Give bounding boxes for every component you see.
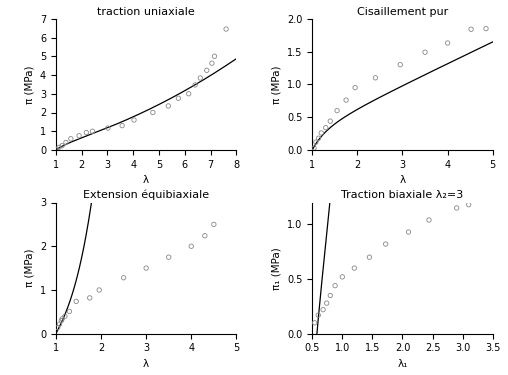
Point	[88, 128, 97, 134]
Point	[331, 283, 339, 289]
Point	[371, 75, 379, 81]
Point	[75, 133, 83, 139]
Point	[310, 145, 318, 151]
Point	[191, 82, 199, 88]
Point	[95, 287, 103, 293]
Y-axis label: π₁ (MPa): π₁ (MPa)	[272, 247, 281, 290]
Y-axis label: π (MPa): π (MPa)	[24, 65, 35, 104]
Point	[149, 110, 157, 116]
Point	[351, 85, 359, 91]
Point	[482, 26, 490, 32]
Point	[196, 75, 204, 81]
Point	[467, 26, 475, 32]
Point	[55, 144, 63, 150]
Point	[222, 26, 230, 32]
Point	[203, 68, 211, 74]
Point	[317, 130, 325, 136]
Point	[118, 123, 126, 129]
Title: Extension équibiaxiale: Extension équibiaxiale	[83, 190, 209, 200]
Point	[338, 274, 346, 280]
Point	[382, 241, 390, 247]
Point	[314, 135, 323, 141]
Point	[57, 318, 66, 324]
Point	[465, 202, 473, 208]
Title: traction uniaxiale: traction uniaxiale	[97, 7, 195, 16]
Point	[319, 307, 327, 313]
Point	[58, 316, 66, 322]
Y-axis label: π (MPa): π (MPa)	[24, 249, 35, 287]
X-axis label: λ₁: λ₁	[397, 359, 408, 369]
Point	[52, 146, 60, 152]
Point	[165, 254, 173, 260]
Point	[421, 49, 429, 55]
Point	[174, 95, 182, 101]
Point	[187, 243, 196, 249]
Point	[322, 124, 330, 131]
X-axis label: λ: λ	[143, 175, 149, 185]
Point	[326, 118, 334, 124]
Point	[210, 221, 218, 227]
Point	[396, 62, 404, 68]
Point	[365, 254, 373, 260]
Point	[54, 325, 62, 331]
Point	[164, 103, 172, 109]
Point	[443, 40, 452, 46]
Point	[130, 117, 138, 123]
Point	[314, 312, 322, 318]
Point	[119, 275, 128, 281]
Point	[310, 320, 319, 326]
Point	[72, 298, 80, 304]
Y-axis label: π (MPa): π (MPa)	[272, 65, 281, 104]
Point	[312, 139, 320, 145]
Point	[210, 53, 218, 59]
X-axis label: λ: λ	[399, 175, 405, 185]
Point	[184, 91, 193, 97]
Point	[323, 300, 331, 306]
Point	[342, 97, 350, 103]
Point	[58, 143, 66, 149]
Point	[425, 217, 433, 223]
Point	[201, 233, 209, 239]
Point	[351, 265, 359, 271]
Point	[453, 205, 461, 211]
Point	[66, 308, 74, 314]
Point	[104, 125, 112, 131]
Point	[333, 108, 341, 114]
Point	[61, 313, 69, 319]
Point	[82, 130, 90, 136]
Point	[142, 265, 150, 271]
Point	[404, 229, 412, 235]
Title: Cisaillement pur: Cisaillement pur	[357, 7, 448, 16]
Point	[208, 60, 216, 66]
Point	[62, 140, 70, 146]
X-axis label: λ: λ	[143, 359, 149, 369]
Point	[86, 295, 94, 301]
Point	[67, 136, 75, 142]
Point	[55, 321, 64, 327]
Point	[326, 292, 334, 298]
Title: Traction biaxiale λ₂=3: Traction biaxiale λ₂=3	[341, 190, 464, 200]
